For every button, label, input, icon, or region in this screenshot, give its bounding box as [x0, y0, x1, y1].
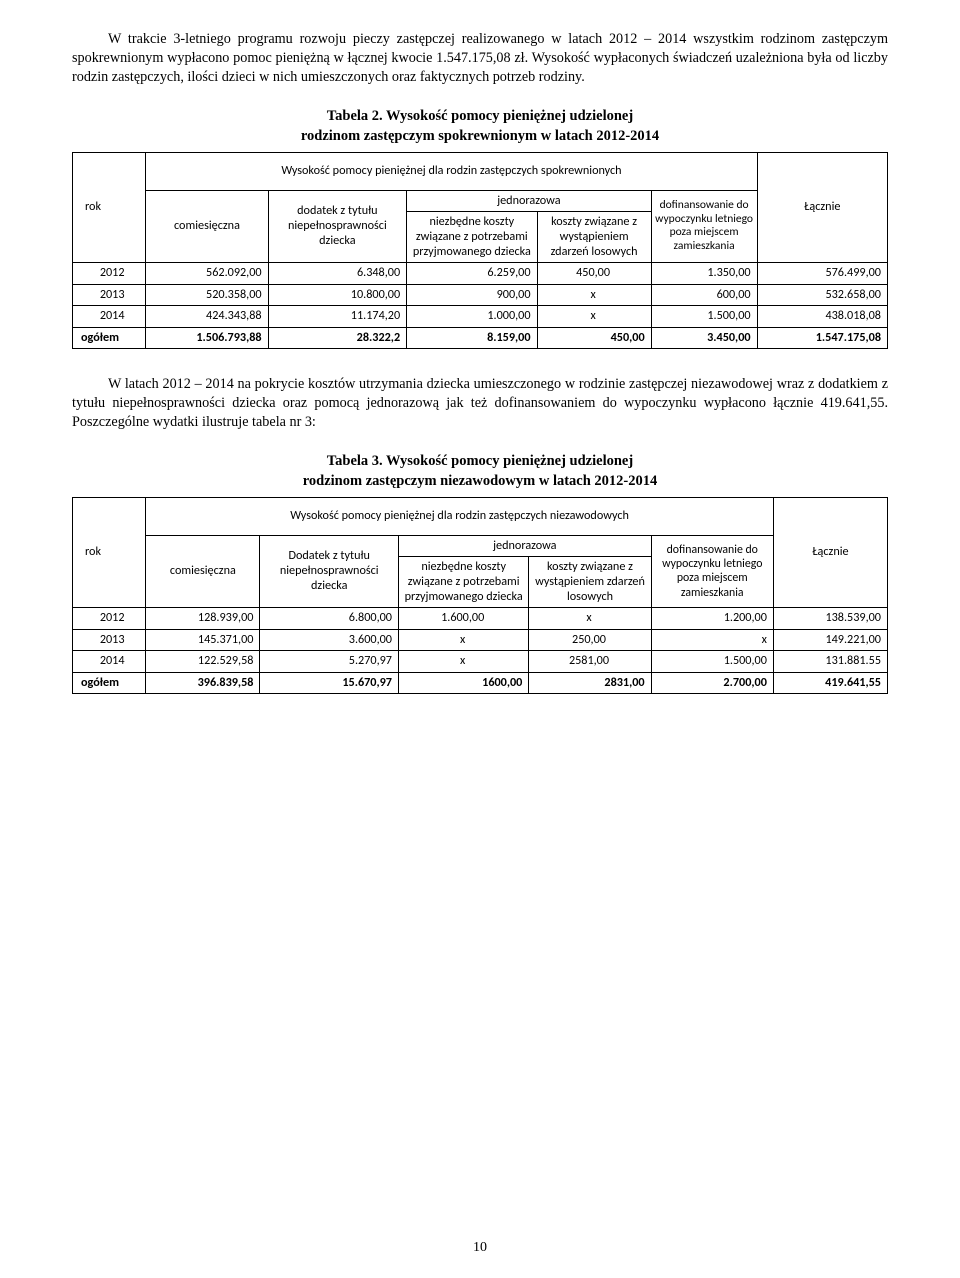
table2-title-line1: Tabela 2. Wysokość pomocy pieniężnej udz…: [327, 108, 633, 124]
table-row: 2013145.371,003.600,00x250,00x149.221,00: [73, 629, 888, 650]
t3-col-rok: rok: [73, 498, 146, 608]
table-cell: 15.670,97: [260, 672, 399, 693]
table-cell: 2014: [73, 651, 146, 672]
table-cell: 2014: [73, 306, 146, 327]
table-cell: 438.018,08: [757, 306, 887, 327]
table-cell: 2013: [73, 284, 146, 305]
t3-col-niezb: niezbędne koszty związane z potrzebami p…: [398, 557, 528, 608]
page-number: 10: [0, 1239, 960, 1258]
table-cell: 1.350,00: [651, 263, 757, 284]
table-cell: 6.800,00: [260, 608, 399, 629]
table-cell: 2012: [73, 608, 146, 629]
table-cell: x: [651, 629, 773, 650]
table-cell: 424.343,88: [146, 306, 268, 327]
table3-title-line2: rodzinom zastępczym niezawodowym w latac…: [303, 473, 658, 489]
table-cell: 10.800,00: [268, 284, 407, 305]
table-row: 2012128.939,006.800,001.600,00x1.200,001…: [73, 608, 888, 629]
table-cell: 1.000,00: [407, 306, 537, 327]
table-row: 2014122.529,585.270,97x2581,001.500,0013…: [73, 651, 888, 672]
table-cell: 3.450,00: [651, 327, 757, 348]
table-row: 2013520.358,0010.800,00900,00x600,00532.…: [73, 284, 888, 305]
table-cell: x: [398, 629, 528, 650]
table-cell: 450,00: [537, 327, 651, 348]
t2-col-niezb: niezbędne koszty związane z potrzebami p…: [407, 212, 537, 263]
table-cell: 419.641,55: [773, 672, 887, 693]
table-cell: 2013: [73, 629, 146, 650]
table-cell: 900,00: [407, 284, 537, 305]
table-cell: 2012: [73, 263, 146, 284]
paragraph-1: W trakcie 3-letniego programu rozwoju pi…: [72, 30, 888, 88]
col-lacznie: Łącznie: [757, 153, 887, 263]
table-2: rok Wysokość pomocy pieniężnej dla rodzi…: [72, 152, 888, 349]
table-cell: 450,00: [537, 263, 651, 284]
table-cell: 145.371,00: [146, 629, 260, 650]
table-cell: 2581,00: [529, 651, 651, 672]
table-cell: x: [398, 651, 528, 672]
table-cell: 2831,00: [529, 672, 651, 693]
table2-title: Tabela 2. Wysokość pomocy pieniężnej udz…: [72, 106, 888, 147]
table-cell: 131.881.55: [773, 651, 887, 672]
t2-col-dodatek: dodatek z tytułu niepełnosprawności dzie…: [268, 190, 407, 263]
table-row: 2014424.343,8811.174,201.000,00x1.500,00…: [73, 306, 888, 327]
t3-col-jednor: jednorazowa: [398, 535, 651, 557]
table-cell: 1.200,00: [651, 608, 773, 629]
table-cell: x: [529, 608, 651, 629]
table-cell: 1.500,00: [651, 306, 757, 327]
t2-col-comies: comiesięczna: [146, 190, 268, 263]
table-cell: 1.506.793,88: [146, 327, 268, 348]
table-cell: 3.600,00: [260, 629, 399, 650]
t3-col-comies: comiesięczna: [146, 535, 260, 608]
t3-header-span: Wysokość pomocy pieniężnej dla rodzin za…: [146, 498, 774, 535]
t2-col-koszty: koszty związane z wystąpieniem zdarzeń l…: [537, 212, 651, 263]
t3-col-koszty: koszty związane z wystąpieniem zdarzeń l…: [529, 557, 651, 608]
t3-col-lacznie: Łącznie: [773, 498, 887, 608]
table-cell: 520.358,00: [146, 284, 268, 305]
table-cell: x: [537, 306, 651, 327]
table-cell: 1.600,00: [398, 608, 528, 629]
table2-title-line2: rodzinom zastępczym spokrewnionym w lata…: [301, 128, 659, 144]
table-cell: 128.939,00: [146, 608, 260, 629]
t2-col-jednor: jednorazowa: [407, 190, 651, 212]
table-cell: 576.499,00: [757, 263, 887, 284]
table-cell: 6.348,00: [268, 263, 407, 284]
table-row: 2012562.092,006.348,006.259,00450,001.35…: [73, 263, 888, 284]
table-cell: 396.839,58: [146, 672, 260, 693]
table-cell: ogółem: [73, 672, 146, 693]
table-cell: x: [537, 284, 651, 305]
t2-col-dofin: dofinansowanie do wypoczynku letniego po…: [651, 190, 757, 263]
table-cell: 149.221,00: [773, 629, 887, 650]
table-cell: ogółem: [73, 327, 146, 348]
table-cell: 1.547.175,08: [757, 327, 887, 348]
t3-col-dodatek: Dodatek z tytułu niepełnosprawności dzie…: [260, 535, 399, 608]
table-cell: 600,00: [651, 284, 757, 305]
table-cell: 6.259,00: [407, 263, 537, 284]
t3-col-dofin: dofinansowanie do wypoczynku letniego po…: [651, 535, 773, 608]
table-total-row: ogółem1.506.793,8828.322,28.159,00450,00…: [73, 327, 888, 348]
table-cell: 1600,00: [398, 672, 528, 693]
table-cell: 532.658,00: [757, 284, 887, 305]
table-cell: 1.500,00: [651, 651, 773, 672]
table3-title-line1: Tabela 3. Wysokość pomocy pieniężnej udz…: [327, 453, 633, 469]
table-cell: 28.322,2: [268, 327, 407, 348]
table-cell: 11.174,20: [268, 306, 407, 327]
table-cell: 2.700,00: [651, 672, 773, 693]
table-cell: 562.092,00: [146, 263, 268, 284]
col-rok: rok: [73, 153, 146, 263]
paragraph-2: W latach 2012 – 2014 na pokrycie kosztów…: [72, 375, 888, 433]
table-cell: 8.159,00: [407, 327, 537, 348]
table-cell: 5.270,97: [260, 651, 399, 672]
table-cell: 250,00: [529, 629, 651, 650]
table-cell: 122.529,58: [146, 651, 260, 672]
table3-title: Tabela 3. Wysokość pomocy pieniężnej udz…: [72, 451, 888, 492]
t2-header-span: Wysokość pomocy pieniężnej dla rodzin za…: [146, 153, 757, 190]
table-cell: 138.539,00: [773, 608, 887, 629]
table-3: rok Wysokość pomocy pieniężnej dla rodzi…: [72, 497, 888, 694]
table-total-row: ogółem396.839,5815.670,971600,002831,002…: [73, 672, 888, 693]
